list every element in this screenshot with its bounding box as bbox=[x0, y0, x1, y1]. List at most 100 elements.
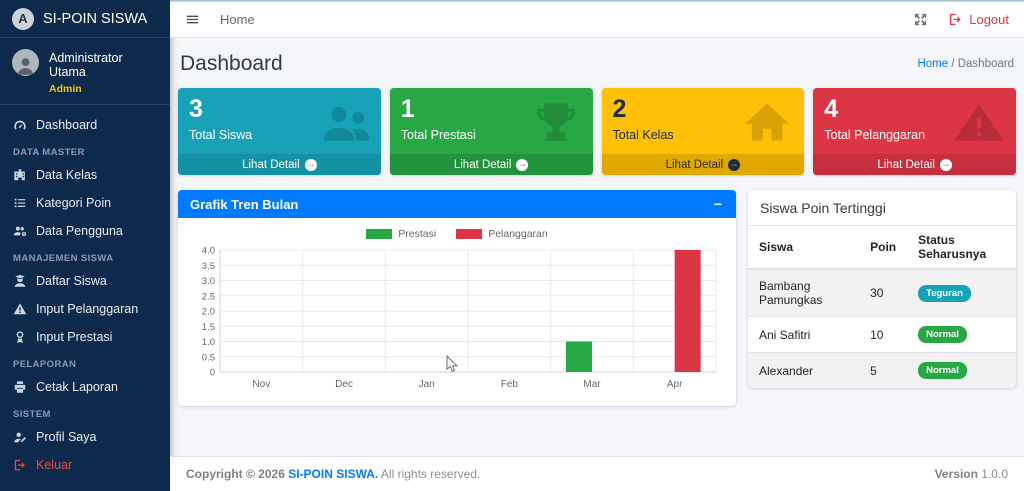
content-header: Dashboard Home / Dashboard bbox=[178, 44, 1016, 88]
lihat-detail-link[interactable]: Lihat Detail → bbox=[389, 154, 593, 175]
svg-text:1.5: 1.5 bbox=[202, 322, 215, 333]
info-box-value: 1 bbox=[400, 95, 415, 123]
info-boxes-row: 3 Total Siswa Lihat Detail → 1 Total Pre… bbox=[178, 88, 1016, 175]
svg-text:Mar: Mar bbox=[583, 379, 601, 390]
sidebar-item-profil-saya[interactable]: Profil Saya bbox=[0, 423, 170, 451]
footer-version-label: Version bbox=[934, 467, 978, 481]
legend-swatch-prestasi bbox=[366, 229, 393, 239]
chart-card: Grafik Tren Bulan − Prestasi bbox=[178, 190, 736, 406]
table-row: Ani Safitri 10 Normal bbox=[748, 316, 1016, 353]
top-students-card: Siswa Poin Tertinggi Siswa Poin Status S… bbox=[748, 190, 1016, 388]
chart-legend: Prestasi Pelanggaran bbox=[190, 228, 724, 240]
svg-text:4.0: 4.0 bbox=[202, 246, 215, 257]
user-role: Admin bbox=[49, 82, 82, 95]
sidebar-item-daftar-siswa[interactable]: Daftar Siswa bbox=[0, 267, 170, 295]
info-box-body: 3 Total Siswa bbox=[178, 88, 381, 154]
svg-text:3.0: 3.0 bbox=[202, 276, 215, 287]
cell-siswa: Ani Safitri bbox=[748, 316, 860, 353]
arrow-circle-icon: → bbox=[728, 158, 741, 171]
legend-label: Pelanggaran bbox=[488, 228, 548, 240]
sidebar-item-label: Data Kelas bbox=[36, 167, 98, 182]
legend-swatch-pelanggaran bbox=[456, 229, 483, 239]
users-gear-icon bbox=[13, 224, 27, 238]
sidebar-item-input-pelanggaran[interactable]: Input Pelanggaran bbox=[0, 295, 170, 323]
breadcrumb-home-link[interactable]: Home bbox=[917, 58, 949, 70]
expand-icon bbox=[913, 12, 928, 27]
award-icon bbox=[13, 330, 27, 344]
info-box-body: 4 Total Pelanggaran bbox=[813, 88, 1016, 154]
sign-out-icon bbox=[13, 458, 27, 472]
cell-poin: 30 bbox=[859, 268, 908, 317]
print-icon bbox=[13, 380, 27, 394]
svg-text:Nov: Nov bbox=[252, 379, 270, 390]
user-name: Administrator Utama bbox=[49, 51, 123, 80]
sidebar: A SI-POIN SISWA Administrator Utama Admi… bbox=[0, 0, 170, 491]
sidebar-item-keluar[interactable]: Keluar bbox=[0, 451, 170, 479]
info-box-body: 2 Total Kelas bbox=[602, 88, 805, 154]
school-icon bbox=[13, 168, 27, 182]
lihat-detail-link[interactable]: Lihat Detail → bbox=[178, 154, 381, 175]
svg-text:Apr: Apr bbox=[667, 379, 683, 390]
info-box-total-siswa: 3 Total Siswa Lihat Detail → bbox=[178, 88, 381, 175]
sidebar-item-kategori-poin[interactable]: Kategori Poin bbox=[0, 189, 170, 217]
lihat-detail-label: Lihat Detail bbox=[453, 158, 512, 171]
info-box-label: Total Prestasi bbox=[400, 127, 476, 142]
svg-text:3.5: 3.5 bbox=[202, 261, 215, 272]
svg-text:1.0: 1.0 bbox=[202, 337, 215, 348]
info-box-value: 3 bbox=[189, 95, 203, 123]
hamburger-icon bbox=[185, 12, 200, 27]
brand-title: SI-POIN SISWA bbox=[43, 10, 148, 27]
lihat-detail-link[interactable]: Lihat Detail → bbox=[813, 154, 1016, 175]
footer-version: Version 1.0.0 bbox=[935, 467, 1008, 481]
sidebar-item-label: Kategori Poin bbox=[36, 195, 112, 210]
lihat-detail-label: Lihat Detail bbox=[877, 158, 935, 171]
logout-button[interactable]: Logout bbox=[948, 12, 1009, 27]
logout-label: Logout bbox=[969, 12, 1009, 27]
sidebar-item-dashboard[interactable]: Dashboard bbox=[0, 111, 170, 139]
collapse-button[interactable]: − bbox=[712, 197, 724, 211]
footer-copyright-prefix: Copyright © 2026 bbox=[186, 467, 285, 481]
dashboard-row: Grafik Tren Bulan − Prestasi bbox=[178, 190, 1016, 406]
brand-link[interactable]: A SI-POIN SISWA bbox=[0, 0, 170, 38]
sidebar-item-cetak-laporan[interactable]: Cetak Laporan bbox=[0, 373, 170, 401]
table-row: Bambang Pamungkas 30 Teguran bbox=[748, 268, 1016, 317]
navbar-home-link[interactable]: Home bbox=[220, 12, 255, 27]
sidebar-toggle-button[interactable] bbox=[185, 12, 200, 27]
sidebar-item-label: Daftar Siswa bbox=[36, 273, 107, 288]
sidebar-item-label: Cetak Laporan bbox=[36, 379, 119, 394]
cell-poin: 5 bbox=[859, 352, 908, 388]
sidebar-item-data-kelas[interactable]: Data Kelas bbox=[0, 161, 170, 189]
avatar bbox=[12, 49, 39, 76]
legend-item-prestasi[interactable]: Prestasi bbox=[366, 228, 436, 240]
status-badge: Teguran bbox=[918, 284, 971, 302]
lihat-detail-link[interactable]: Lihat Detail → bbox=[601, 154, 805, 175]
footer-brand-link[interactable]: SI-POIN SISWA. bbox=[288, 467, 379, 481]
footer-copyright: Copyright © 2026 SI-POIN SISWA. All righ… bbox=[186, 467, 480, 481]
chart-card-title: Grafik Tren Bulan bbox=[190, 196, 299, 212]
gauge-icon bbox=[13, 118, 27, 132]
cell-status: Normal bbox=[907, 316, 1016, 353]
sidebar-item-data-pengguna[interactable]: Data Pengguna bbox=[0, 217, 170, 245]
info-box-total-kelas: 2 Total Kelas Lihat Detail → bbox=[601, 88, 805, 175]
cell-siswa: Alexander bbox=[748, 352, 860, 388]
sidebar-heading-sistem: SISTEM bbox=[13, 408, 51, 420]
info-box-value: 2 bbox=[612, 95, 627, 123]
arrow-circle-icon: → bbox=[939, 158, 952, 171]
top-strip bbox=[170, 0, 1024, 2]
cell-poin: 10 bbox=[859, 316, 908, 353]
top-students-title: Siswa Poin Tertinggi bbox=[760, 200, 886, 216]
sidebar-item-label: Keluar bbox=[36, 457, 73, 472]
minus-icon: − bbox=[713, 196, 722, 212]
legend-item-pelanggaran[interactable]: Pelanggaran bbox=[456, 228, 548, 240]
lihat-detail-label: Lihat Detail bbox=[242, 158, 300, 171]
footer-suffix: All rights reserved. bbox=[380, 467, 481, 481]
trophy-icon bbox=[529, 100, 583, 144]
fullscreen-button[interactable] bbox=[913, 12, 928, 27]
list-icon bbox=[13, 196, 27, 210]
home-icon bbox=[740, 100, 794, 144]
sidebar-item-input-prestasi[interactable]: Input Prestasi bbox=[0, 323, 170, 351]
info-box-label: Total Pelanggaran bbox=[824, 127, 926, 142]
lihat-detail-label: Lihat Detail bbox=[665, 158, 724, 171]
svg-text:0: 0 bbox=[210, 368, 215, 379]
sidebar-item-label: Profil Saya bbox=[36, 429, 97, 444]
